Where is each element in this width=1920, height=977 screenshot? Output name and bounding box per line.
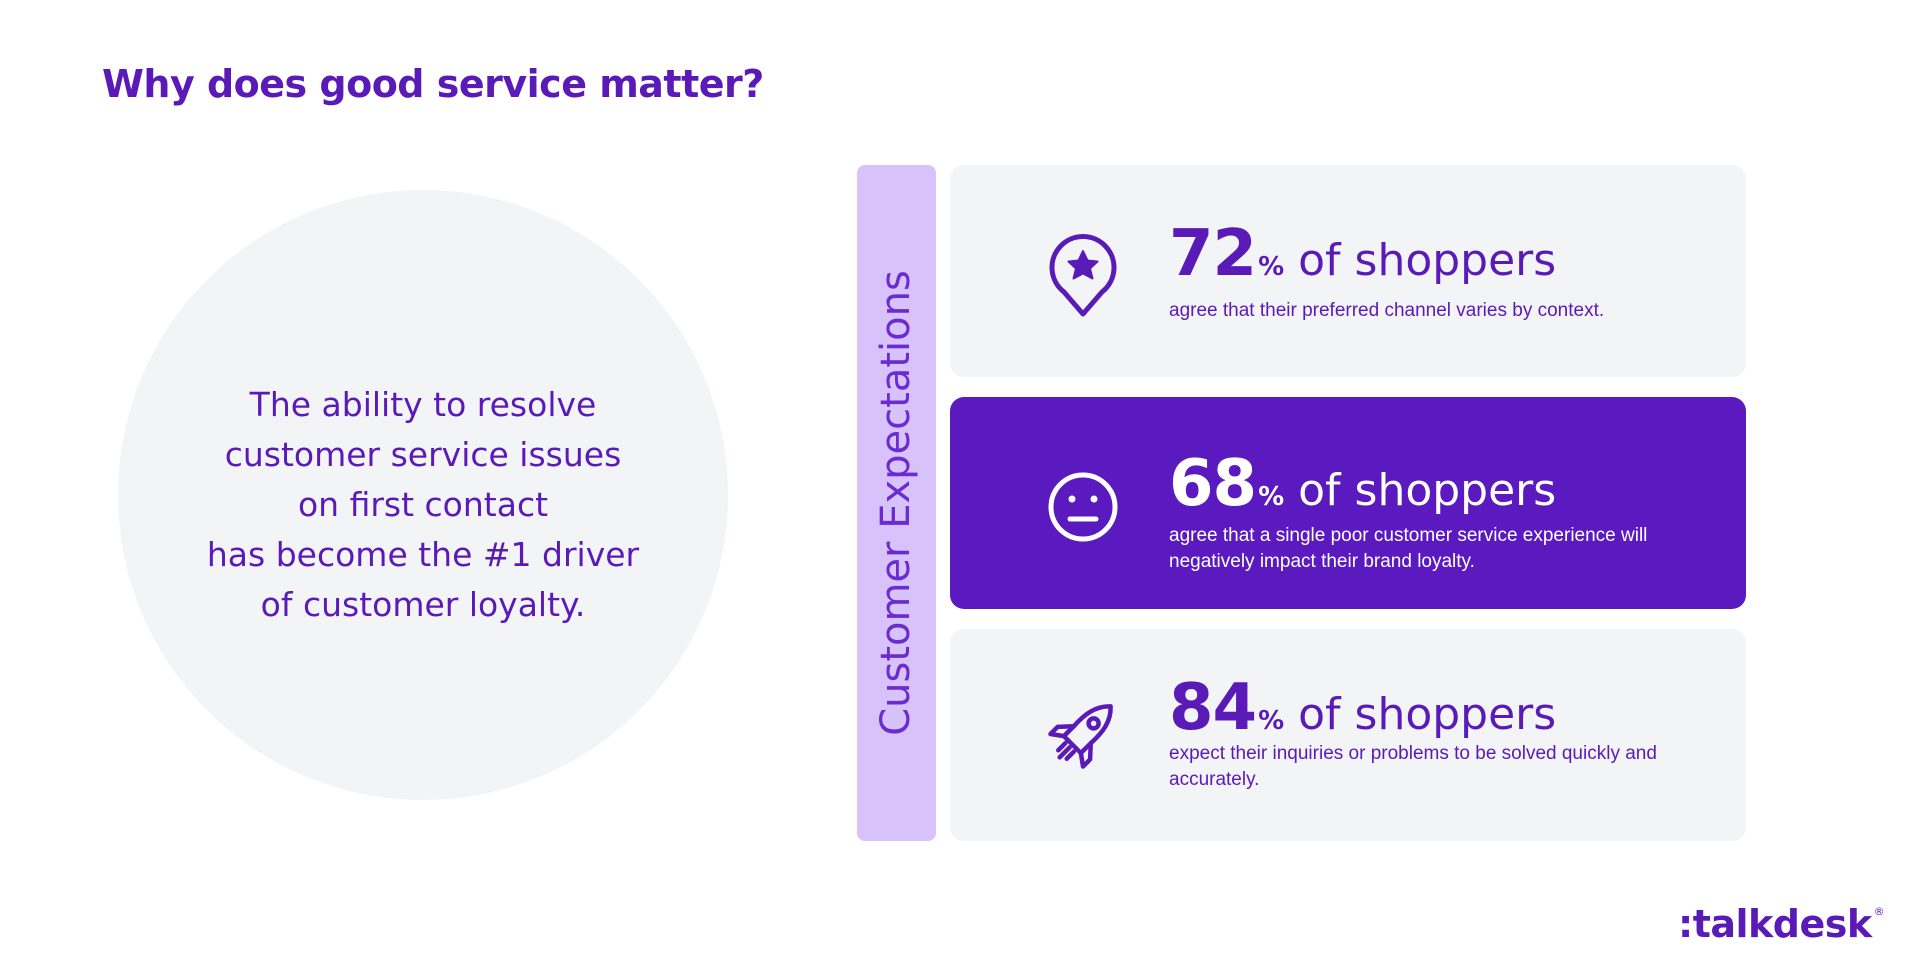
circle-statement: The ability to resolve customer service … [118, 380, 728, 630]
statement-line: customer service issues [224, 435, 622, 474]
logo-text: :talkdesk [1678, 902, 1872, 946]
statement-line: on first contact [297, 485, 549, 524]
stat-percent: % [1258, 706, 1285, 736]
stat-line: 72% of shoppers [1169, 217, 1556, 291]
stat-card-1: 72% of shoppers agree that their preferre… [950, 165, 1746, 377]
stat-card-2: 68% of shoppers agree that a single poor … [950, 397, 1746, 609]
stat-line: 84% of shoppers [1169, 671, 1556, 745]
side-label-bar [857, 165, 936, 841]
neutral-face-icon [1048, 472, 1118, 542]
statement-line: The ability to resolve [249, 385, 597, 424]
stat-description: expect their inquiries or problems to be… [1169, 743, 1657, 790]
stat-number: 72 [1169, 217, 1257, 291]
statement-circle [118, 190, 728, 800]
stat-description: agree that their preferred channel varie… [1169, 300, 1605, 321]
rocket-icon [1048, 704, 1113, 769]
stat-number: 84 [1169, 671, 1257, 745]
star-location-pin-icon [1049, 234, 1117, 317]
statement-line: of customer loyalty. [260, 585, 586, 624]
stat-percent: % [1258, 482, 1285, 512]
stat-percent: % [1258, 252, 1285, 282]
stat-label: of shoppers [1298, 689, 1557, 740]
talkdesk-logo: :talkdesk ® [1678, 902, 1885, 946]
registered-mark: ® [1873, 905, 1885, 918]
stat-line: 68% of shoppers [1169, 447, 1556, 521]
stat-label: of shoppers [1298, 465, 1557, 516]
side-label: Customer Expectations [873, 270, 919, 736]
stat-description: agree that a single poor customer servic… [1169, 525, 1648, 572]
stat-number: 68 [1169, 447, 1257, 521]
statement-line: has become the #1 driver [206, 535, 640, 574]
stat-card-3: 84% of shoppers expect their inquiries or… [950, 629, 1746, 841]
stat-label: of shoppers [1298, 235, 1557, 286]
page-title: Why does good service matter? [102, 62, 764, 106]
